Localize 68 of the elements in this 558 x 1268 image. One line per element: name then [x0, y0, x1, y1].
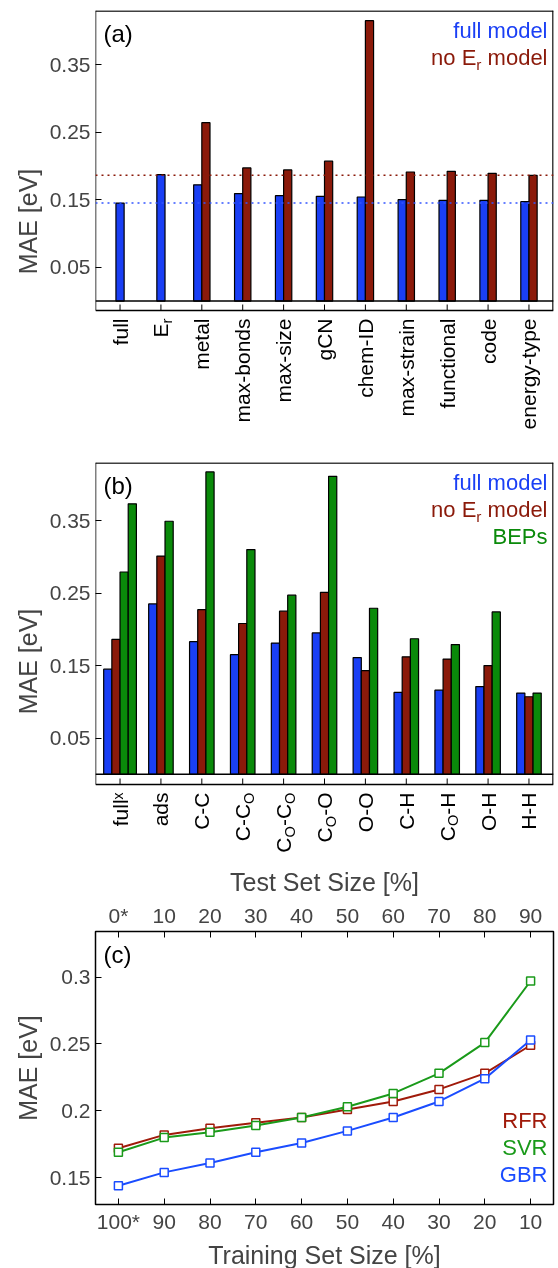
x2-tick-label: 0* — [108, 903, 129, 927]
x-tick-label: gCN — [313, 318, 336, 361]
x-tick-label: max-strain — [394, 318, 418, 417]
x-tick-label: max-bonds — [231, 318, 255, 423]
x-tick-label: 60 — [289, 1209, 314, 1233]
x2-tick-label: 40 — [289, 903, 314, 927]
x2-tick-label: 30 — [244, 903, 268, 927]
x2-tick-label: 70 — [427, 903, 451, 927]
y-axis-title: MAE [eV] — [13, 608, 42, 715]
y-tick-label: 0.25 — [49, 581, 91, 605]
x-tick-label: CO-CO — [272, 792, 298, 853]
x-tick-label: max-size — [272, 318, 296, 403]
text: full model — [453, 18, 548, 43]
chart-title: (b) — [103, 471, 133, 499]
x2-tick-label: 90 — [518, 903, 543, 927]
x2-tick-label: 50 — [335, 903, 360, 927]
x-axis-title: Training Set Size [%] — [208, 1240, 441, 1268]
x2-tick-label: 10 — [152, 903, 176, 927]
x-tick-label: 40 — [381, 1209, 405, 1233]
x-tick-label: metal — [190, 318, 214, 370]
y-tick-label: 0.15 — [49, 1165, 91, 1189]
y-tick-label: 0.2 — [61, 1098, 91, 1122]
x-tick-label: C-CO — [231, 792, 258, 842]
x-tick-label: chem-ID — [353, 318, 377, 398]
x-tick-label: CO-O — [313, 792, 339, 843]
x-tick-label: C-H — [394, 792, 418, 830]
x-tick-label: 30 — [427, 1209, 451, 1233]
x-tick-label: energy-type — [517, 318, 541, 430]
y-axis-title: MAE [eV] — [13, 1015, 42, 1121]
x2-axis-title: Test Set Size [%] — [230, 867, 419, 896]
text: SVR — [502, 1135, 548, 1160]
y-tick-label: 0.15 — [49, 653, 91, 677]
x-tick-label: O-O — [353, 792, 377, 833]
x2-tick-label: 80 — [473, 903, 497, 927]
y-tick-label: 0.05 — [49, 255, 91, 279]
x-tick-label: 50 — [335, 1209, 360, 1233]
text: GBR — [499, 1162, 548, 1187]
series-label: RFR — [502, 1108, 548, 1133]
x-tick-label: H-H — [517, 792, 541, 830]
x-tick-label: O-H — [476, 792, 500, 831]
x2-tick-label: 20 — [198, 903, 222, 927]
text: BEPs — [492, 524, 548, 549]
y-axis-title: MAE [eV] — [13, 168, 42, 275]
x-tick-label: 20 — [473, 1209, 497, 1233]
x-tick-label: functional — [435, 318, 459, 409]
y-tick-label: 0.25 — [49, 120, 91, 144]
x-tick-label: C-C — [190, 792, 214, 830]
y-tick-label: 0.3 — [61, 965, 91, 988]
x-tick-label: full — [108, 318, 132, 346]
x-tick-label: ads — [149, 792, 173, 827]
y-tick-label: 0.15 — [49, 187, 91, 211]
x-tick-label: 10 — [518, 1209, 543, 1233]
x-tick-label: 90 — [152, 1209, 176, 1233]
y-tick-label: 0.05 — [49, 726, 91, 750]
x-tick-label: 80 — [198, 1209, 222, 1233]
y-tick-label: 0.35 — [49, 52, 91, 76]
chart-title: (a) — [103, 19, 133, 47]
x-tick-label: 70 — [244, 1209, 268, 1233]
x-tick-label: fullˣ — [108, 792, 132, 827]
text: full model — [453, 470, 548, 495]
x-tick-label: code — [476, 318, 500, 365]
chart-title: (c) — [103, 940, 132, 968]
y-tick-label: 0.25 — [49, 1031, 91, 1055]
x-tick-label: Er — [149, 318, 176, 338]
y-tick-label: 0.35 — [49, 508, 91, 532]
x-tick-label: 100* — [96, 1209, 141, 1233]
x-tick-label: CO-H — [435, 792, 462, 842]
x2-tick-label: 60 — [381, 903, 405, 927]
